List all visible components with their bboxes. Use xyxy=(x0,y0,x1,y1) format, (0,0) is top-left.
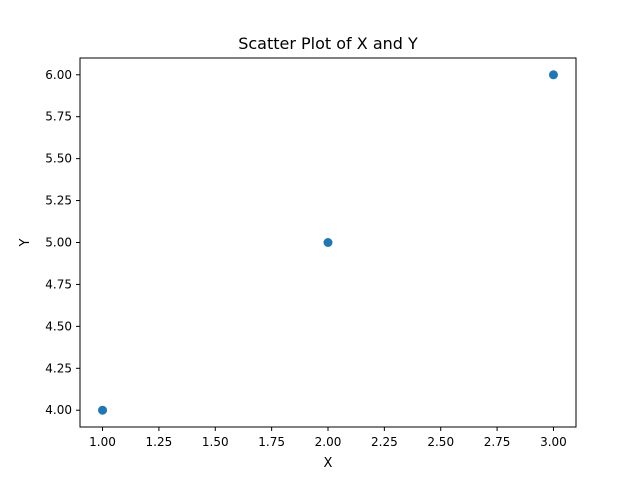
x-tick-label: 2.75 xyxy=(484,435,511,449)
y-tick-label: 5.75 xyxy=(45,110,72,124)
y-tick-label: 4.75 xyxy=(45,277,72,291)
x-axis-label: X xyxy=(324,456,333,471)
scatter-point xyxy=(323,238,333,247)
y-tick-label: 5.00 xyxy=(45,236,72,250)
x-tick-label: 1.50 xyxy=(202,435,229,449)
x-tick-label: 2.00 xyxy=(315,435,342,449)
scatter-points xyxy=(98,70,558,415)
x-tick-label: 1.75 xyxy=(258,435,285,449)
scatter-point xyxy=(98,405,108,415)
chart-title: Scatter Plot of X and Y xyxy=(238,34,418,53)
scatter-point xyxy=(548,70,558,80)
y-tick-label: 5.25 xyxy=(45,194,72,208)
x-tick-label: 1.25 xyxy=(146,435,173,449)
y-tick-label: 6.00 xyxy=(45,68,72,82)
plot-frame xyxy=(79,57,577,428)
y-axis-label: Y xyxy=(18,238,33,247)
x-tick-label: 2.50 xyxy=(427,435,454,449)
x-axis-ticks: 1.00 1.25 1.50 1.75 2.00 2.25 2.50 2.75 3.00 xyxy=(89,427,567,449)
y-axis-ticks: 4.00 4.25 4.50 4.75 5.00 5.25 5.50 5.75 6.00 xyxy=(45,68,80,417)
y-tick-label: 4.25 xyxy=(45,361,72,375)
x-tick-label: 1.00 xyxy=(89,435,116,449)
y-tick-label: 4.50 xyxy=(45,319,72,333)
y-tick-label: 5.50 xyxy=(45,152,72,166)
x-tick-label: 3.00 xyxy=(540,435,567,449)
x-tick-label: 2.25 xyxy=(371,435,398,449)
y-tick-label: 4.00 xyxy=(45,403,72,417)
